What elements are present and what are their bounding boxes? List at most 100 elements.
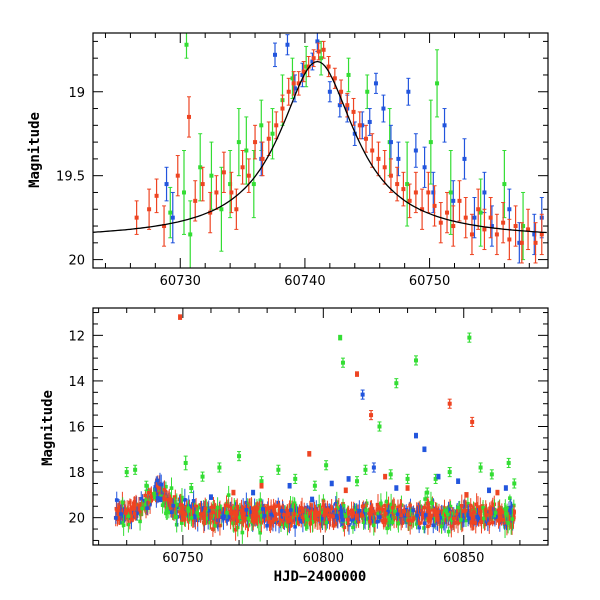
green-point — [290, 76, 295, 81]
red-point — [323, 508, 327, 513]
red-point — [376, 156, 381, 161]
blue-point — [361, 508, 365, 513]
green-point — [140, 506, 144, 511]
blue-point — [472, 215, 477, 220]
red-point — [311, 56, 316, 61]
green-point — [481, 505, 485, 510]
red-point — [243, 517, 248, 522]
blue-point — [269, 512, 273, 517]
red-point — [407, 198, 412, 203]
blue-point — [315, 39, 320, 44]
y-tick-label: 20 — [68, 254, 85, 269]
green-point — [491, 513, 496, 518]
red-point — [284, 514, 289, 518]
red-point — [292, 512, 297, 516]
red-point — [242, 510, 247, 514]
red-point — [431, 508, 435, 512]
red-point — [199, 512, 203, 516]
red-point — [139, 502, 144, 506]
green-point — [133, 467, 138, 472]
red-point — [388, 173, 393, 178]
red-point — [280, 106, 285, 111]
green-point — [180, 495, 184, 500]
green-point — [446, 512, 450, 517]
red-point — [333, 508, 338, 512]
blue-point — [310, 497, 315, 502]
blue-point — [415, 513, 419, 518]
blue-point — [296, 511, 300, 515]
red-point — [182, 517, 187, 521]
red-point — [267, 519, 272, 523]
green-point — [138, 519, 142, 524]
green-point — [405, 476, 410, 481]
green-point — [188, 232, 193, 237]
green-point — [503, 507, 508, 511]
green-point — [144, 483, 149, 488]
green-point — [231, 521, 235, 526]
red-point — [438, 220, 443, 225]
green-point — [372, 523, 376, 528]
red-point — [296, 81, 301, 86]
green-point — [390, 520, 395, 524]
green-point — [124, 470, 129, 475]
red-point — [463, 215, 468, 220]
blue-point — [495, 513, 499, 518]
green-point — [363, 467, 368, 472]
red-point — [128, 500, 132, 505]
red-point — [178, 503, 183, 507]
blue-point — [349, 517, 354, 522]
green-point — [312, 483, 317, 488]
red-point — [317, 511, 321, 516]
red-point — [346, 517, 350, 522]
red-point — [398, 504, 403, 508]
red-point — [162, 488, 167, 492]
red-point — [342, 525, 347, 530]
red-point — [354, 513, 359, 518]
blue-point — [244, 508, 249, 512]
blue-point — [370, 519, 375, 523]
red-point — [274, 123, 279, 128]
blue-point — [460, 518, 465, 523]
red-point — [268, 516, 273, 520]
red-point — [266, 506, 271, 510]
red-point — [214, 516, 219, 520]
red-point — [345, 511, 350, 516]
green-point — [456, 505, 461, 510]
blue-point — [293, 508, 297, 513]
red-point — [402, 509, 407, 513]
red-point — [208, 210, 213, 215]
green-point — [120, 521, 125, 525]
x-tick-label: 60750 — [409, 274, 450, 289]
red-point — [139, 509, 143, 514]
blue-point — [396, 156, 401, 161]
green-point — [448, 190, 453, 195]
red-point — [301, 69, 306, 74]
green-point — [174, 515, 178, 519]
red-point — [329, 506, 334, 511]
red-point — [177, 509, 182, 514]
red-point — [345, 103, 350, 108]
blue-point — [170, 510, 174, 515]
red-point — [498, 515, 503, 520]
red-point — [482, 227, 487, 232]
green-point — [198, 165, 203, 170]
red-point — [280, 505, 285, 510]
green-point — [408, 511, 413, 516]
red-point — [502, 517, 507, 522]
blue-point — [310, 59, 315, 64]
blue-point — [298, 517, 302, 521]
red-point — [308, 520, 312, 525]
red-point — [507, 237, 512, 242]
red-point — [236, 511, 241, 515]
red-point — [273, 504, 278, 509]
red-point — [132, 503, 137, 508]
green-point — [251, 182, 256, 187]
green-point — [443, 508, 448, 513]
red-point — [147, 207, 152, 212]
red-point — [190, 509, 195, 514]
blue-point — [155, 478, 160, 483]
red-point — [501, 220, 506, 225]
green-point — [448, 504, 453, 509]
green-point — [237, 515, 242, 520]
green-point — [165, 510, 170, 515]
